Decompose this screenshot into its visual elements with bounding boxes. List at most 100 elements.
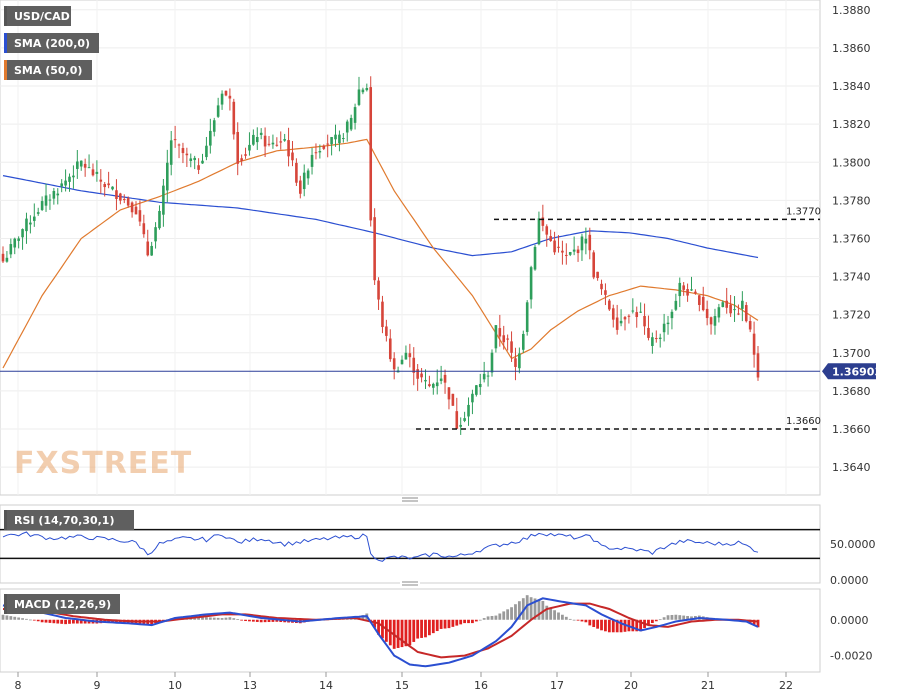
candle-body	[658, 337, 662, 339]
candle-body	[608, 300, 611, 310]
candle-body	[353, 107, 357, 123]
candle-body	[584, 238, 588, 244]
candle-body	[463, 418, 466, 421]
macd-histogram-bar	[25, 618, 28, 620]
macd-histogram-bar	[654, 619, 658, 622]
candle-body	[162, 185, 165, 215]
price-tick-label: 1.3660	[832, 423, 871, 436]
macd-histogram-bar	[576, 619, 580, 621]
macd-histogram-bar	[21, 618, 24, 620]
candle-body	[138, 210, 142, 222]
macd-histogram-bar	[615, 619, 619, 633]
macd-histogram-bar	[529, 597, 533, 620]
candle-body	[193, 157, 196, 161]
candle-body	[373, 217, 376, 281]
sma-50-polyline	[2, 138, 759, 369]
macd-histogram-bar	[486, 616, 490, 620]
x-tick-label: 17	[550, 679, 564, 692]
macd-histogram-bar	[451, 619, 455, 627]
macd-histogram-bar	[64, 619, 67, 625]
candle-body	[158, 210, 161, 229]
macd-histogram-bar	[752, 619, 756, 626]
macd-histogram-bar	[201, 617, 204, 620]
candle-body	[443, 374, 447, 383]
candle-body	[494, 325, 498, 349]
last-price-label: 1.36903	[832, 365, 882, 378]
macd-histogram-bar	[412, 619, 416, 642]
macd-histogram-bar	[506, 609, 510, 620]
macd-histogram-bar	[482, 618, 486, 620]
candle-body	[342, 138, 345, 140]
price-tick-label: 1.3680	[832, 385, 871, 398]
macd-histogram-bar	[447, 619, 451, 629]
candle-body	[654, 338, 658, 340]
macd-histogram-bar	[205, 617, 208, 620]
candle-body	[107, 183, 110, 186]
candle-body	[432, 383, 435, 388]
macd-histogram-bar	[251, 619, 255, 622]
panel-resize-handle[interactable]	[400, 496, 420, 502]
macd-panel: 0.0000 -0.0020 MACD (12,26,9)	[0, 588, 872, 673]
candle-body	[64, 180, 67, 186]
macd-histogram-bar	[514, 604, 517, 620]
macd-histogram-bar	[619, 619, 623, 633]
candle-body	[377, 280, 380, 300]
macd-histogram-bar	[463, 619, 467, 624]
candle-body	[701, 296, 705, 311]
macd-histogram-bar	[1, 614, 5, 620]
price-tick-label: 1.3780	[832, 194, 871, 207]
macd-histogram-bar	[455, 619, 459, 626]
candle-body	[72, 175, 75, 178]
macd-histogram-bar	[592, 619, 596, 628]
candle-body	[698, 295, 701, 305]
candle-body	[737, 313, 740, 315]
candle-body	[420, 373, 423, 378]
macd-histogram-bar	[467, 619, 470, 624]
macd-histogram-bar	[666, 615, 670, 620]
candle-body	[392, 358, 396, 370]
candle-body	[482, 373, 486, 380]
price-tick-label: 1.3760	[832, 232, 871, 245]
legend-color-swatch	[4, 60, 7, 80]
candle-body	[611, 308, 615, 320]
candle-body	[326, 143, 329, 145]
macd-histogram-bar	[611, 619, 615, 633]
legend-color-swatch	[4, 33, 7, 53]
rsi-panel: 50.0000 0.0000 RSI (14,70,30,1)	[0, 504, 876, 587]
macd-histogram-bar	[443, 619, 447, 629]
price-tick-label: 1.3720	[832, 309, 871, 322]
candle-body	[173, 139, 177, 141]
candle-body	[525, 302, 529, 332]
candle-body	[439, 378, 443, 381]
macd-histogram-bar	[647, 619, 650, 625]
candle-body	[115, 190, 118, 199]
macd-histogram-bar	[40, 619, 44, 623]
candle-body	[455, 411, 459, 429]
candle-body	[521, 333, 525, 350]
macd-histogram-bar	[537, 599, 541, 620]
candle-body	[154, 227, 157, 242]
candle-body	[572, 249, 576, 252]
macd-histogram-bar	[568, 618, 572, 620]
candle-body	[111, 186, 114, 190]
legend-color-swatch	[4, 6, 7, 26]
candle-body	[447, 387, 451, 400]
candle-body	[553, 240, 556, 253]
x-tick-label: 10	[168, 679, 182, 692]
candle-body	[236, 131, 240, 164]
macd-histogram-bar	[240, 619, 244, 621]
candle-body	[17, 238, 20, 241]
macd-histogram-bar	[510, 607, 513, 620]
candle-body	[99, 179, 103, 182]
candle-body	[475, 385, 478, 395]
macd-histogram-bar	[635, 619, 639, 632]
candle-body	[748, 321, 752, 330]
candle-body	[647, 327, 650, 338]
macd-histogram-bar	[17, 617, 21, 620]
macd-histogram-bar	[369, 619, 373, 621]
macd-histogram-bar	[72, 619, 75, 624]
macd-histogram-bar	[549, 607, 553, 620]
support-resistance-levels: 1.3770 1.3660 1.36903	[0, 206, 882, 430]
panel-resize-handle-2[interactable]	[400, 580, 420, 586]
candle-body	[228, 95, 232, 99]
